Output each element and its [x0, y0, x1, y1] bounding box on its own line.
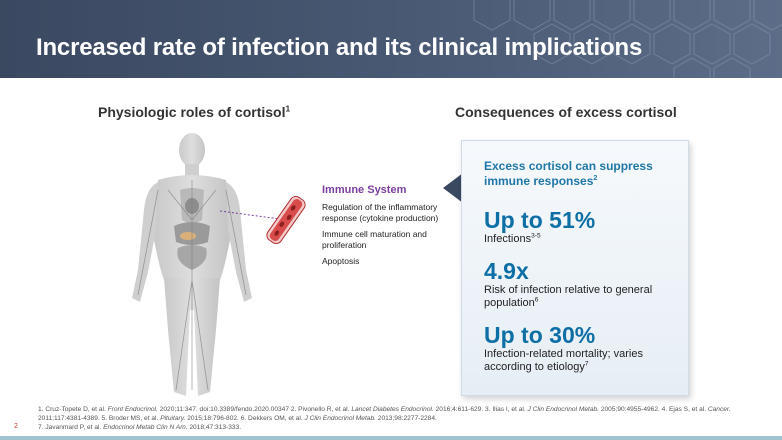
reference-text: 1. Cruz-Topete D, et al.	[38, 406, 108, 413]
section-heading-consequences: Consequences of excess cortisol	[455, 104, 677, 120]
reference-marker: 6	[534, 296, 539, 304]
consequences-callout: Excess cortisol can suppress immune resp…	[461, 140, 689, 396]
reference-text: 2011;117:4381-4389. 5. Broder MS, et al.	[38, 415, 161, 422]
reference-journal: Cancer.	[707, 406, 731, 413]
stat-label-text: Risk of infection relative to general po…	[484, 284, 653, 309]
callout-heading: Excess cortisol can suppress immune resp…	[484, 159, 684, 189]
stat-label: Infection-related mortality; varies acco…	[484, 348, 664, 374]
reference-journal: Pituitary.	[160, 415, 186, 422]
reference-text: 2015;18:796-802. 6. Dekkers OM, et al.	[185, 415, 305, 422]
stat-relative-risk: 4.9x Risk of infection relative to gener…	[484, 258, 654, 310]
stat-value: Up to 30%	[484, 322, 596, 348]
reference-journal: J Clin Endocrinol Metab.	[304, 415, 376, 422]
reference-journal: Lancet Diabetes Endocrinol.	[351, 406, 434, 413]
human-body-icon	[132, 133, 252, 396]
reference-text: 7. Javanmard P, et al.	[38, 424, 104, 431]
bottom-accent-bar	[0, 436, 782, 440]
hexagon-pattern-icon	[473, 0, 782, 78]
stat-label: Risk of infection relative to general po…	[484, 284, 654, 310]
immune-system-title: Immune System	[322, 184, 407, 196]
page-number: 2	[14, 423, 18, 430]
section-heading-text: Physiologic roles of cortisol	[98, 104, 286, 120]
reference-journal: Front Endocrinol.	[107, 406, 158, 413]
page-title: Increased rate of infection and its clin…	[36, 34, 643, 61]
stat-label: Infections3-5	[484, 233, 595, 246]
stat-infections: Up to 51% Infections3-5	[484, 207, 595, 246]
reference-marker: 2	[593, 173, 598, 182]
reference-text: 2018;47:313-333.	[187, 424, 242, 431]
immune-item: Apoptosis	[322, 256, 360, 266]
title-banner: Increased rate of infection and its clin…	[0, 0, 782, 78]
callout-pointer-icon	[443, 173, 463, 203]
stat-label-text: Infection-related mortality; varies acco…	[484, 348, 643, 373]
blood-vessel-icon	[266, 195, 306, 245]
stat-value: Up to 51%	[484, 207, 596, 233]
references: 1. Cruz-Topete D, et al. Front Endocrino…	[38, 405, 758, 432]
reference-journal: Endocrinol Metab Clin N Am.	[103, 424, 188, 431]
section-heading-physiologic: Physiologic roles of cortisol1	[98, 104, 290, 120]
stat-mortality: Up to 30% Infection-related mortality; v…	[484, 322, 664, 374]
immune-item: Regulation of the inflammatory response …	[322, 202, 439, 223]
immune-item: Immune cell maturation and proliferation	[322, 229, 427, 250]
stat-value: 4.9x	[484, 258, 529, 284]
reference-text: 2016;4:611-629. 3. Ilias I, et al.	[433, 406, 528, 413]
reference-marker: 3-5	[531, 232, 541, 240]
reference-text: 2005;90:4955-4962. 4. Ejas S, et al.	[598, 406, 708, 413]
reference-journal: J Clin Endocrinol Metab.	[527, 406, 599, 413]
stat-label-text: Infections	[484, 233, 532, 245]
reference-text: 2020;11:347. doi:10.3389/fendo.2020.0034…	[157, 406, 352, 413]
reference-text: 2013;98:2277-2284.	[375, 415, 437, 422]
immune-system-panel: Immune System Regulation of the inflamma…	[322, 184, 462, 272]
reference-marker: 7	[584, 360, 589, 368]
callout-heading-text: Excess cortisol can suppress immune resp…	[484, 159, 653, 188]
reference-marker: 1	[285, 103, 291, 114]
